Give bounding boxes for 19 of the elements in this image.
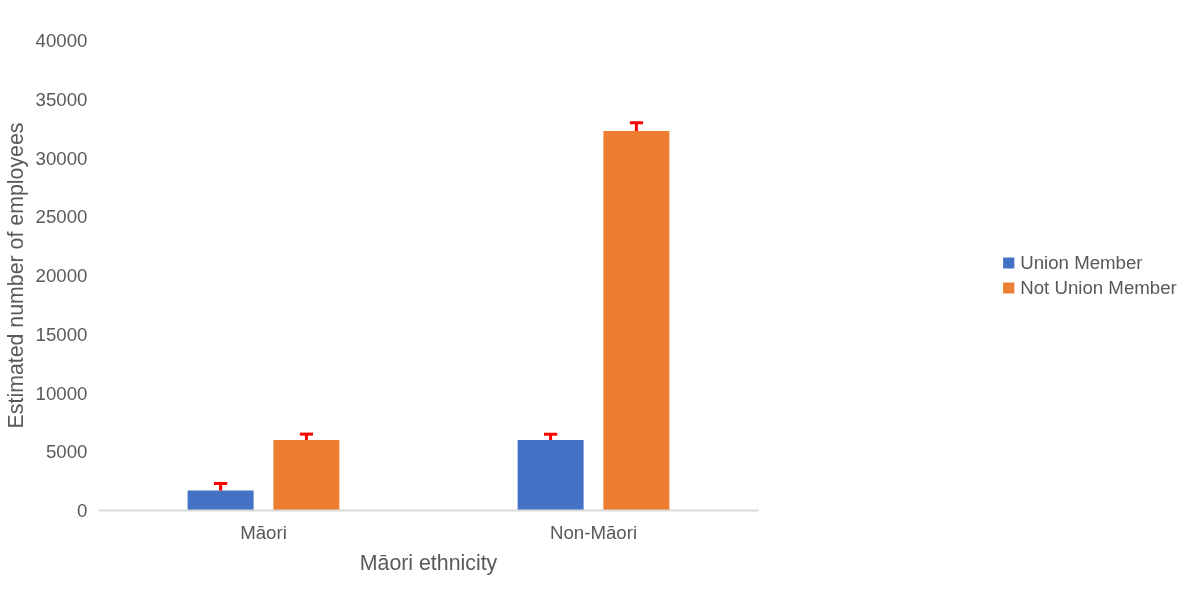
bar xyxy=(603,130,670,511)
legend-label: Not Union Member xyxy=(1020,276,1177,299)
y-tick-label: 0 xyxy=(77,500,88,521)
y-tick-label: 10000 xyxy=(35,382,88,404)
x-tick-label: Māori xyxy=(240,521,287,543)
x-tick-label: Non-Māori xyxy=(549,521,638,543)
y-tick-label: 30000 xyxy=(35,147,88,169)
y-axis-title: Estimated number of employees xyxy=(3,122,28,429)
bar xyxy=(273,440,340,511)
bar xyxy=(517,440,584,511)
y-tick-label: 5000 xyxy=(46,441,88,463)
y-tick-label: 40000 xyxy=(35,30,88,51)
y-tick-label: 35000 xyxy=(35,88,88,110)
bar xyxy=(187,490,254,511)
y-tick-label: 25000 xyxy=(35,206,88,228)
x-axis-title: Māori ethnicity xyxy=(359,550,498,575)
legend-label: Union Member xyxy=(1020,251,1143,274)
y-tick-label: 20000 xyxy=(35,265,88,286)
y-tick-label: 15000 xyxy=(35,323,88,345)
